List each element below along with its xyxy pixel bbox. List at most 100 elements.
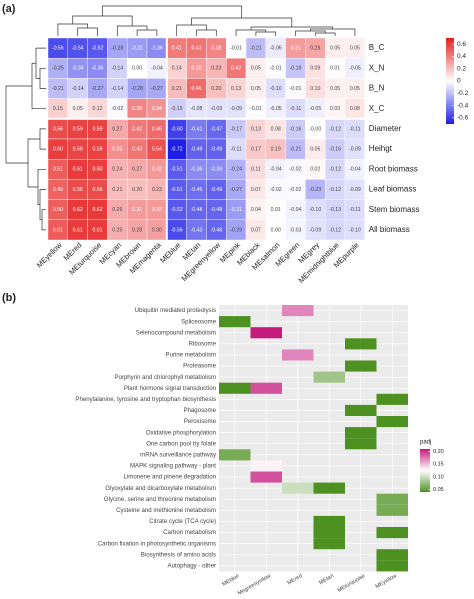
cell-label: 0.24 (112, 167, 122, 173)
cell-label: -0.12 (329, 126, 341, 132)
column-label: MEyellow (35, 240, 64, 269)
cell-label: -0.52 (171, 207, 183, 213)
colorbar-tick-label: 0.6 (457, 41, 466, 48)
colorbar (420, 449, 430, 492)
heatmap-cell (250, 471, 282, 483)
x-tick-label: MEturquoise (337, 573, 367, 594)
cell-label: 0.27 (132, 167, 142, 173)
cell-label: -0.05 (349, 66, 361, 72)
cell-label: -0.12 (329, 187, 341, 193)
panel-label: (a) (2, 3, 16, 15)
heatmap-cell (219, 449, 251, 461)
cell-label: 0.60 (92, 167, 102, 173)
x-tick-label: MEred (286, 573, 303, 586)
cell-label: 0.35 (112, 146, 122, 152)
colorbar-tick-label: 0.4 (457, 53, 466, 60)
heatmap-cell (313, 527, 345, 539)
heatmap-cell (376, 493, 408, 505)
cell-label: 0.61 (73, 167, 83, 173)
cell-label: -0.36 (191, 167, 203, 173)
cell-label: -0.01 (230, 45, 242, 51)
cell-label: 0.32 (152, 207, 162, 213)
cell-label: -0.27 (151, 86, 163, 92)
cell-label: -0.52 (92, 45, 104, 51)
cell-label: -0.21 (250, 45, 262, 51)
y-tick-label: Oxidative phosphorylation (146, 429, 216, 436)
cell-label: -0.04 (290, 207, 302, 213)
colorbar-tick-label: 0.10 (433, 474, 444, 480)
cell-label: -0.48 (191, 207, 203, 213)
heatmap-cell (345, 404, 377, 416)
y-tick-label: Cysteine and methionine metabolism (116, 507, 216, 514)
heatmap-cell (219, 316, 251, 328)
cell-label: -0.02 (270, 187, 282, 193)
y-tick-label: Purine metabolism (166, 352, 216, 359)
heatmap-cell (219, 382, 251, 394)
cell-label: -0.09 (230, 106, 242, 112)
cell-label: 0.03 (330, 106, 340, 112)
cell-label: -0.12 (329, 167, 341, 173)
row-label: All biomass (369, 225, 410, 234)
y-tick-label: Phenylalanine, tyrosine and tryptophan b… (75, 396, 216, 403)
cell-label: 0.59 (92, 146, 102, 152)
heatmap-cell (345, 338, 377, 350)
heatmap-cell (313, 515, 345, 527)
cell-label: 0.30 (152, 227, 162, 233)
cell-label: 0.00 (132, 66, 142, 72)
y-tick-label: Plant hormone signal transduction (124, 385, 216, 392)
cell-label: 0.19 (271, 146, 281, 152)
cell-label: 0.20 (132, 187, 142, 193)
x-tick-label: MEblue (221, 573, 240, 588)
y-tick-label: One carbon pool by folate (146, 440, 216, 447)
heatmap-cell (376, 416, 408, 428)
cell-label: -0.16 (329, 146, 341, 152)
colorbar (446, 38, 454, 124)
cell-label: 0.59 (92, 126, 102, 132)
y-tick-label: Peroxisome (184, 418, 217, 425)
cell-label: 0.01 (271, 207, 281, 213)
cell-label: -0.47 (210, 126, 222, 132)
heatmap-cell (282, 482, 314, 494)
cell-label: 0.21 (172, 86, 182, 92)
cell-label: -0.04 (151, 66, 163, 72)
y-tick-label: Glycine, serine and threonine metabolism (104, 496, 216, 503)
y-tick-label: Biosynthesis of amino acids (141, 551, 216, 558)
cell-label: -0.45 (191, 187, 203, 193)
cell-label: 0.59 (73, 126, 83, 132)
y-tick-label: Autophagy - other (168, 562, 216, 569)
heatmap-cell (345, 360, 377, 372)
cell-label: 0.11 (251, 167, 261, 173)
heatmap-cell (250, 382, 282, 394)
cell-label: 0.38 (211, 45, 221, 51)
cell-label: 0.34 (152, 106, 162, 112)
cell-label: 0.31 (290, 45, 300, 51)
cell-label: -0.28 (131, 86, 143, 92)
cell-label: -0.12 (329, 227, 341, 233)
cell-label: 0.62 (92, 207, 102, 213)
heatmap-cell (376, 393, 408, 405)
row-label: X_C (369, 104, 385, 113)
cell-label: 0.62 (73, 207, 83, 213)
cell-label: 0.46 (152, 126, 162, 132)
cell-label: 0.32 (191, 66, 201, 72)
cell-label: -0.72 (171, 146, 183, 152)
colorbar-tick-label: 0.05 (433, 487, 444, 493)
cell-label: 0.07 (251, 227, 261, 233)
cell-label: 0.61 (92, 227, 102, 233)
cell-label: -0.16 (290, 126, 302, 132)
cell-label: -0.00 (309, 126, 321, 132)
cell-label: -0.11 (349, 126, 361, 132)
cell-label: 0.01 (330, 66, 340, 72)
column-dendrogram (57, 5, 356, 36)
cell-label: 0.42 (231, 66, 241, 72)
cell-label: -0.09 (349, 146, 361, 152)
cell-label: -0.10 (270, 86, 282, 92)
cell-label: 0.08 (350, 106, 360, 112)
cell-label: 0.13 (251, 126, 261, 132)
y-tick-label: Spliceosome (181, 318, 216, 325)
x-tick-label: MEtan (318, 573, 335, 586)
cell-label: -0.10 (309, 207, 321, 213)
row-label: Heihgt (369, 144, 393, 153)
cell-label: -0.14 (111, 86, 123, 92)
